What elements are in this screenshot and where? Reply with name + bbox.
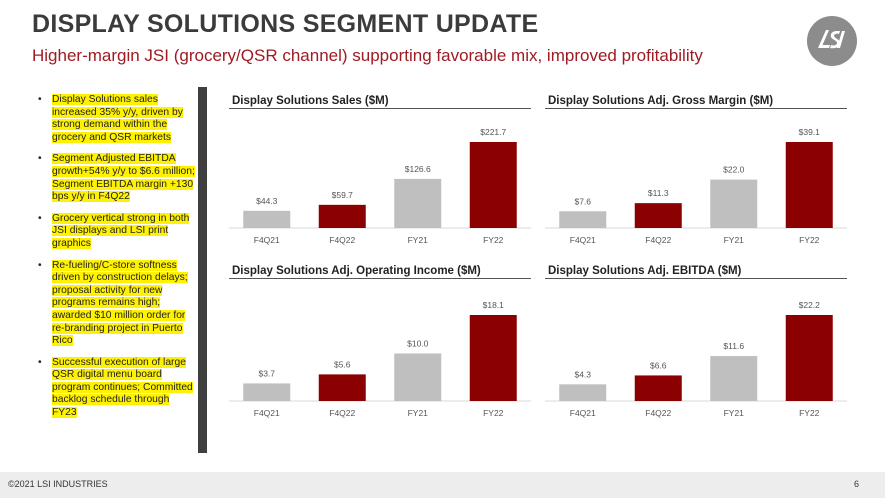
key-points-panel: • Display Solutions sales increased 35% y… <box>30 87 198 453</box>
footer: ©2021 LSI INDUSTRIES 6 <box>0 472 885 498</box>
data-label: $59.7 <box>332 190 354 200</box>
panel-divider <box>198 87 207 453</box>
x-tick-label: FY22 <box>483 408 504 418</box>
chart-title-rule <box>545 278 847 279</box>
ebitda-bar-chart: $4.3 F4Q21 $6.6 F4Q22 $11.6 FY21 $22.2 FY22 <box>545 300 847 418</box>
x-tick-label: F4Q21 <box>254 408 280 418</box>
list-item: • Successful execution of large QSR digit… <box>38 356 196 420</box>
list-item: • Re-fueling/C-store softness driven by c… <box>38 259 196 348</box>
data-label: $11.3 <box>648 188 669 198</box>
bar-f4q22 <box>318 374 366 401</box>
bar-fy21 <box>394 178 442 228</box>
bullet-text: Successful execution of large QSR digita… <box>52 356 193 419</box>
list-item: • Grocery vertical strong in both JSI dis… <box>38 212 196 251</box>
x-tick-label: FY22 <box>799 235 820 245</box>
bullet-icon: • <box>38 212 42 224</box>
gross-margin-bar-chart: $7.6 F4Q21 $11.3 F4Q22 $22.0 FY21 $39.1 FY22 <box>545 127 847 245</box>
bar-fy22 <box>469 142 517 228</box>
bar-f4q22 <box>318 204 366 228</box>
list-item: • Display Solutions sales increased 35% y… <box>38 94 196 144</box>
bullet-text: Grocery vertical strong in both JSI disp… <box>52 212 190 249</box>
lsi-logo-icon <box>807 16 857 66</box>
bullet-icon: • <box>38 356 42 368</box>
bullet-text: Display Solutions sales increased 35% y/… <box>52 94 183 143</box>
copyright-text: ©2021 LSI INDUSTRIES <box>8 479 108 489</box>
bar-fy22 <box>785 315 833 401</box>
x-tick-label: F4Q22 <box>645 235 671 245</box>
data-label: $5.6 <box>334 359 351 369</box>
bar-fy21 <box>710 179 758 228</box>
chart-title-rule <box>229 278 531 279</box>
bar-fy21 <box>394 353 442 401</box>
data-label: $11.6 <box>723 341 744 351</box>
x-tick-label: F4Q22 <box>645 408 671 418</box>
data-label: $39.1 <box>799 127 821 137</box>
x-tick-label: FY21 <box>408 235 429 245</box>
chart-title-ebitda: Display Solutions Adj. EBITDA ($M) <box>548 265 742 277</box>
data-label: $7.6 <box>574 196 591 206</box>
x-tick-label: FY21 <box>408 408 429 418</box>
data-label: $44.3 <box>256 196 278 206</box>
data-label: $22.0 <box>723 165 745 175</box>
x-tick-label: F4Q21 <box>254 235 280 245</box>
list-item: • Segment Adjusted EBITDA growth+54% y/y … <box>38 153 196 203</box>
bullet-icon: • <box>38 94 42 105</box>
chart-title-rule <box>545 108 847 109</box>
sales-bar-chart: $44.3 F4Q21 $59.7 F4Q22 $126.6 FY21 $221.7 FY22 <box>229 127 531 245</box>
bar-f4q21 <box>243 210 291 228</box>
bar-fy22 <box>785 142 833 228</box>
data-label: $126.6 <box>405 164 431 174</box>
x-tick-label: FY22 <box>483 235 504 245</box>
data-label: $3.7 <box>258 368 275 378</box>
chart-title-operating-income: Display Solutions Adj. Operating Income … <box>232 265 481 277</box>
data-label: $4.3 <box>574 369 591 379</box>
bullet-icon: • <box>38 153 42 165</box>
bullet-text: Re-fueling/C-store softness driven by co… <box>52 259 188 347</box>
page-subtitle: Higher-margin JSI (grocery/QSR channel) … <box>32 46 703 65</box>
page-title: DISPLAY SOLUTIONS SEGMENT UPDATE <box>32 10 539 38</box>
data-label: $6.6 <box>650 360 667 370</box>
data-label: $22.2 <box>799 300 821 310</box>
data-label: $18.1 <box>483 300 505 310</box>
bar-f4q21 <box>559 211 607 228</box>
x-tick-label: FY22 <box>799 408 820 418</box>
bar-fy22 <box>469 315 517 401</box>
x-tick-label: FY21 <box>724 235 745 245</box>
bullet-text: Segment Adjusted EBITDA growth+54% y/y t… <box>52 153 195 203</box>
x-tick-label: F4Q21 <box>570 408 596 418</box>
chart-title-sales: Display Solutions Sales ($M) <box>232 95 389 107</box>
chart-title-gross-margin: Display Solutions Adj. Gross Margin ($M) <box>548 95 774 107</box>
operating-income-bar-chart: $3.7 F4Q21 $5.6 F4Q22 $10.0 FY21 $18.1 FY22 <box>229 300 531 418</box>
x-tick-label: FY21 <box>724 408 745 418</box>
page-number: 6 <box>853 479 859 489</box>
key-points-list: • Display Solutions sales increased 35% y… <box>38 94 196 429</box>
data-label: $10.0 <box>407 338 429 348</box>
bar-fy21 <box>710 356 758 401</box>
bar-f4q22 <box>634 375 682 401</box>
chart-title-rule <box>229 108 531 109</box>
bar-f4q21 <box>559 384 607 401</box>
bar-f4q22 <box>634 203 682 228</box>
bar-f4q21 <box>243 383 291 401</box>
bullet-icon: • <box>38 259 42 271</box>
x-tick-label: F4Q22 <box>329 235 355 245</box>
x-tick-label: F4Q21 <box>570 235 596 245</box>
x-tick-label: F4Q22 <box>329 408 355 418</box>
data-label: $221.7 <box>480 127 506 137</box>
